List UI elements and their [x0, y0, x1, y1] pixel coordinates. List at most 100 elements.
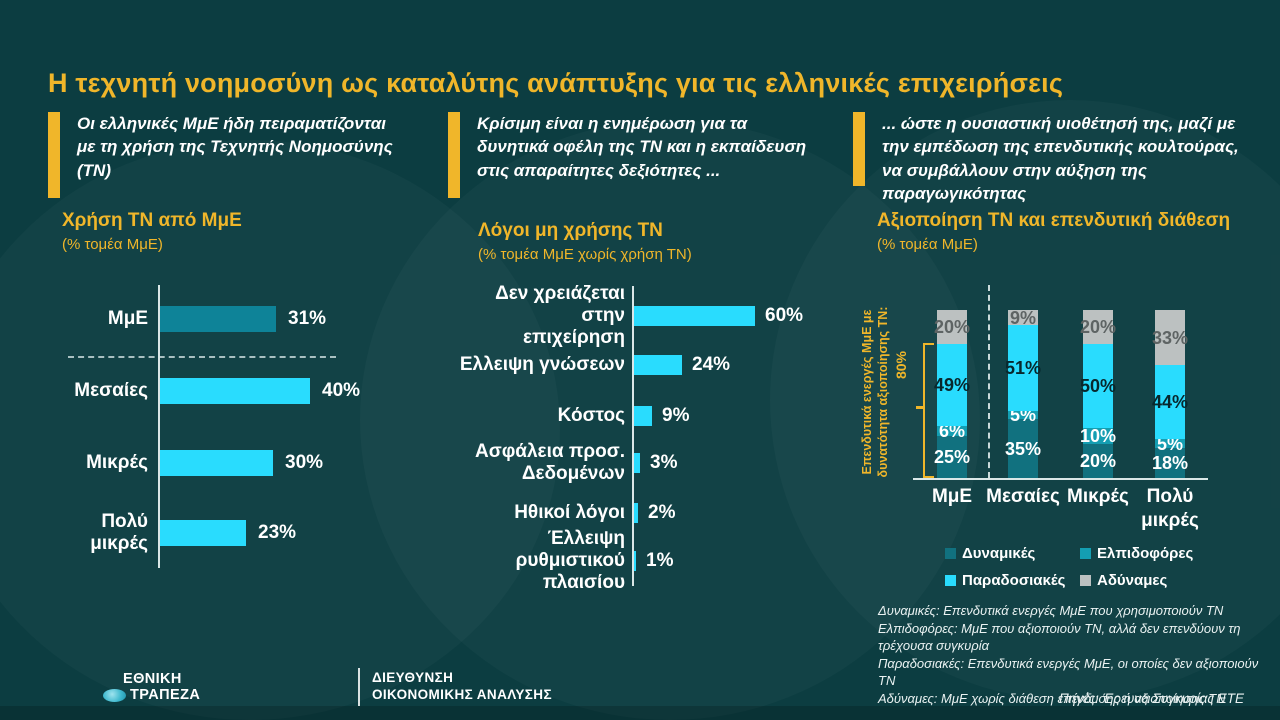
bar	[160, 520, 246, 546]
category-label: ΜμΕ	[107, 308, 148, 330]
stacked-segment	[1008, 310, 1038, 326]
legend-swatch-icon	[945, 575, 956, 586]
legend-item: Παραδοσιακές	[945, 572, 1065, 589]
background-bottom-strip	[0, 706, 1280, 720]
chart3-subtitle: (% τομέα ΜμΕ)	[877, 236, 978, 253]
chart-reasons-not-using-ai: Δεν χρειάζεται στην επιχείρηση 60% Ελλειψη…	[450, 280, 870, 595]
legend-swatch-icon	[1080, 548, 1091, 559]
key-message-3-text: ... ώστε η ουσιαστική υιοθέτησή της, μαζ…	[882, 114, 1239, 204]
brand-name-line1: ΕΘΝΙΚΗ	[123, 671, 182, 687]
bar	[634, 355, 682, 375]
accent-bar-icon	[853, 112, 865, 186]
period-dashed-line	[988, 285, 990, 478]
segment-value: 20%	[1079, 316, 1117, 337]
category-label: Ασφάλεια προσ. Δεδομένων	[475, 441, 625, 484]
chart1-title: Χρήση ΤΝ από ΜμΕ	[62, 210, 242, 231]
category-label: ΜμΕ	[931, 486, 973, 507]
segment-value: 10%	[1079, 426, 1117, 446]
category-label: Μεσαίες	[74, 380, 148, 402]
segment-value: 35%	[1004, 438, 1042, 459]
chart-ai-adoption-investment: 25% 6% 49% 20% ΜμΕ 35% 5% 51% 9% Μεσαίες 20% 10% 50%…	[860, 285, 1275, 535]
y-axis-annotation-value: 80%	[893, 350, 909, 380]
department-line2: ΟΙΚΟΝΟΜΙΚΗΣ ΑΝΑΛΥΣΗΣ	[372, 687, 552, 702]
bar-value: 24%	[692, 354, 731, 375]
stacked-segment	[1008, 410, 1038, 420]
category-label: Πολύ μικρές	[1141, 486, 1199, 531]
chart2-title: Λόγοι μη χρήσης ΤΝ	[478, 220, 663, 241]
legend-item: Αδύναμες	[1080, 572, 1167, 589]
bar	[634, 453, 640, 473]
category-label: Δεν χρειάζεται στην επιχείρηση	[495, 283, 625, 348]
bank-logo-icon	[103, 689, 126, 702]
category-label: Μικρές	[1067, 486, 1129, 507]
source-note: Πηγές: Έρευνα Συγκυρίας ΕΤΕ	[1058, 691, 1244, 706]
bar-value: 9%	[662, 405, 690, 426]
legend-swatch-icon	[945, 548, 956, 559]
category-label: Ελλειψη γνώσεων	[459, 354, 625, 376]
y-axis-line	[158, 285, 160, 568]
legend-label: Αδύναμες	[1097, 572, 1168, 589]
segment-value: 25%	[933, 447, 971, 467]
stacked-segment	[1008, 419, 1038, 478]
segment-value: 9%	[1009, 307, 1036, 328]
category-label: Μεσαίες	[986, 486, 1060, 507]
stacked-segment	[937, 436, 967, 478]
segment-value: 44%	[1151, 392, 1189, 413]
department-line1: ΔΙΕΥΘΥΝΣΗ	[372, 670, 454, 685]
stacked-segment	[1155, 439, 1185, 448]
key-message-2-text: Κρίσιμη είναι η ενημέρωση για τα δυνητικ…	[477, 114, 807, 180]
segment-value: 20%	[933, 316, 971, 337]
category-label: Μικρές	[86, 452, 148, 474]
stacked-segment	[1155, 310, 1185, 366]
stacked-segment	[1155, 365, 1185, 440]
stacked-segment	[1083, 444, 1113, 478]
stacked-segment	[937, 310, 967, 344]
footer-divider	[358, 668, 360, 706]
accent-bar-icon	[48, 112, 60, 198]
legend-label: Παραδοσιακές	[962, 572, 1066, 589]
category-label: Κόστος	[557, 405, 625, 427]
segment-value: 20%	[1079, 451, 1117, 472]
bar	[634, 306, 755, 326]
bar-value: 1%	[646, 550, 674, 571]
legend-swatch-icon	[1080, 575, 1091, 586]
legend-label: Ελπιδοφόρες	[1097, 545, 1194, 562]
segment-value: 18%	[1151, 452, 1189, 473]
bar	[634, 503, 638, 523]
separator-dashed-line	[68, 356, 336, 358]
bar-value: 23%	[258, 522, 297, 543]
legend-label: Δυναμικές	[962, 545, 1036, 562]
chart1-subtitle: (% τομέα ΜμΕ)	[62, 236, 163, 253]
segment-value: 49%	[933, 374, 971, 395]
chart3-title: Αξιοποίηση ΤΝ και επενδυτική διάθεση	[877, 210, 1231, 231]
category-label: Πολύ μικρές	[90, 511, 148, 554]
accent-bar-icon	[448, 112, 460, 198]
key-message-2: Κρίσιμη είναι η ενημέρωση για τα δυνητικ…	[448, 112, 823, 198]
segment-value: 50%	[1079, 375, 1117, 396]
bracket-tick	[916, 406, 924, 409]
segment-value: 51%	[1004, 357, 1042, 378]
chart2-subtitle: (% τομέα ΜμΕ χωρίς χρήση ΤΝ)	[478, 246, 692, 263]
key-message-1: Οι ελληνικές ΜμΕ ήδη πειραματίζονται με …	[48, 112, 400, 198]
key-message-3: ... ώστε η ουσιαστική υιοθέτησή της, μαζ…	[853, 112, 1253, 206]
stacked-segment	[1083, 343, 1113, 428]
bar	[160, 450, 273, 476]
footnote-line: Ελπιδοφόρες: ΜμΕ που αξιοποιούν ΤΝ, αλλά…	[878, 620, 1241, 654]
footnotes: Δυναμικές: Επενδυτικά ενεργές ΜμΕ που χρ…	[878, 602, 1260, 707]
segment-value: 6%	[938, 420, 965, 441]
legend-item: Ελπιδοφόρες	[1080, 545, 1193, 562]
bar	[160, 306, 276, 332]
bar-value: 2%	[648, 502, 676, 523]
key-message-1-text: Οι ελληνικές ΜμΕ ήδη πειραματίζονται με …	[77, 114, 393, 180]
bracket-80pct	[923, 343, 934, 478]
bar	[634, 551, 636, 571]
bar	[634, 406, 652, 426]
footnote-line: Αδύναμες: ΜμΕ χωρίς διάθεση επένδυσης ή …	[878, 690, 1226, 706]
stacked-segment	[1083, 310, 1113, 344]
stacked-segment	[1008, 325, 1038, 411]
footnote-line: Παραδοσιακές: Επενδυτικά ενεργές ΜμΕ, οι…	[878, 655, 1259, 689]
bar-value: 40%	[322, 380, 361, 401]
bar-value: 30%	[285, 452, 324, 473]
chart-ai-usage-by-sme: ΜμΕ 31% Μεσαίες 40% Μικρές 30% Πολύ μικρές 23%	[48, 285, 433, 580]
